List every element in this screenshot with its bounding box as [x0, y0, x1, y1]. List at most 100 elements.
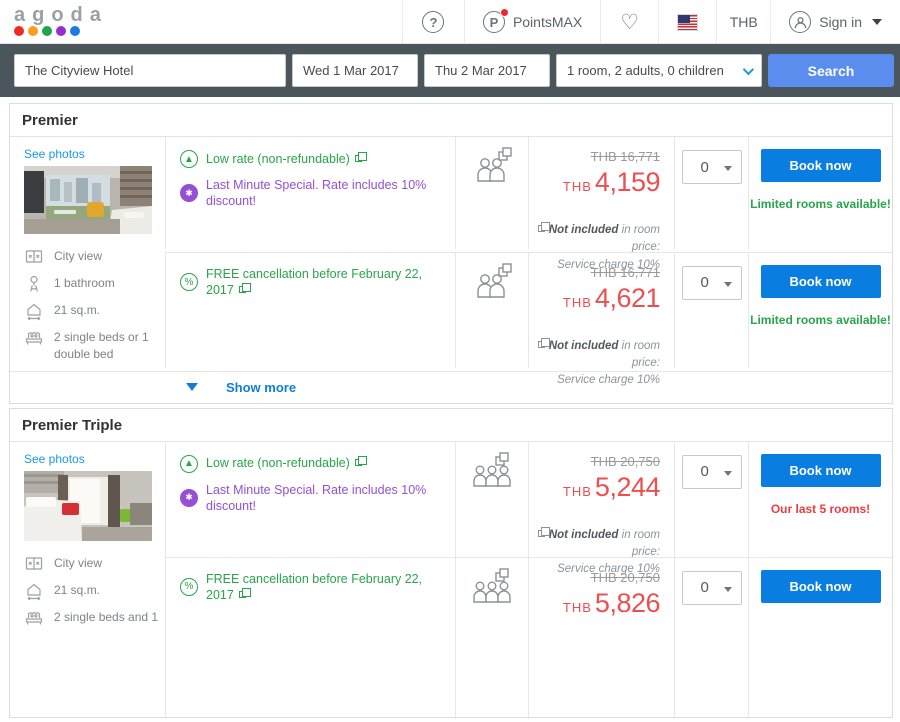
agoda-logo-dots [14, 26, 108, 36]
warning-icon: ▲ [180, 150, 198, 168]
signin-label: Sign in [819, 14, 862, 30]
signin-button[interactable]: Sign in [770, 0, 900, 44]
occupancy-3-adults-icon [469, 568, 515, 604]
room-quantity-select[interactable]: 0 [681, 570, 742, 605]
offer-features: % FREE cancellation before February 22, … [165, 556, 455, 717]
deal-last-minute: ✱ Last Minute Special. Rate includes 10%… [180, 177, 445, 210]
window-icon [24, 247, 44, 267]
room-quantity-select[interactable]: 0 [681, 150, 742, 184]
price-current: THB 5,826 [562, 587, 661, 618]
triangle-down-icon [186, 383, 198, 392]
price-cell: THB 16,771 THB 4,159 Not included in room… [528, 137, 674, 271]
popup-icon [354, 151, 367, 162]
pointsmax-button[interactable]: P PointsMAX [463, 0, 600, 44]
help-button[interactable]: ? [401, 0, 464, 44]
deal-free-cancellation[interactable]: % FREE cancellation before February 22, … [180, 266, 445, 299]
top-header: agoda ? P PointsMAX ♡ THB Sign [0, 0, 900, 44]
book-now-button[interactable]: Book now [760, 453, 881, 487]
price-cell: THB 16,771 THB 4,621 Not included in room… [528, 251, 674, 386]
pointsmax-icon: P [482, 8, 509, 33]
urgency-message: Limited rooms available! [750, 312, 891, 327]
fees-note: Not included in room price: Service char… [529, 526, 660, 579]
deal-low-rate[interactable]: ▲ Low rate (non-refundable) [180, 454, 445, 473]
help-icon: ? [422, 11, 445, 33]
popup-icon [537, 337, 550, 348]
header-nav: ? P PointsMAX ♡ THB Sign in [401, 0, 900, 44]
currency-label: THB [729, 14, 758, 30]
room-info-premier-triple: See photos City view 21 sq.m. 2 single b… [10, 442, 165, 717]
price-cell: THB 20,750 THB 5,244 Not included in room… [528, 441, 674, 575]
popup-icon [354, 456, 367, 467]
occupancy-select[interactable]: 1 room, 2 adults, 0 children [556, 54, 762, 87]
star-icon: ✱ [180, 184, 198, 203]
price-original: THB 16,771 [590, 264, 660, 280]
popup-icon [238, 283, 251, 294]
room-quantity-select[interactable]: 0 [681, 265, 742, 300]
room-type-title: Premier [10, 104, 892, 137]
popup-icon [238, 587, 251, 598]
pointsmax-label: PointsMAX [512, 14, 583, 30]
room-type-title: Premier Triple [10, 409, 892, 442]
quantity-cell: 0 [674, 441, 748, 557]
room-quantity-select[interactable]: 0 [681, 454, 742, 489]
amenity-list: City view 21 sq.m. 2 single beds and 1 [24, 555, 165, 628]
fees-note: Not included in room price: Service char… [529, 337, 660, 390]
room-section-premier: Premier See photos City view 1 bathroom [9, 103, 893, 404]
checkin-date-input[interactable] [292, 54, 418, 87]
heart-icon: ♡ [620, 10, 640, 34]
urgency-message: Our last 5 rooms! [770, 501, 871, 516]
deal-low-rate[interactable]: ▲ Low rate (non-refundable) [180, 150, 445, 168]
favorites-button[interactable]: ♡ [600, 0, 658, 44]
destination-input[interactable] [14, 54, 286, 87]
book-cell: Book now [748, 556, 892, 717]
chevron-down-icon [723, 166, 732, 171]
search-bar: 1 room, 2 adults, 0 children Search [0, 44, 900, 97]
occupancy-cell[interactable] [455, 556, 528, 717]
price-original: THB 16,771 [590, 149, 660, 164]
agoda-logo[interactable]: agoda [14, 5, 108, 36]
amenity-city-view: City view [24, 248, 164, 267]
book-now-button[interactable]: Book now [760, 264, 881, 298]
star-icon: ✱ [180, 488, 198, 507]
warning-icon: ▲ [180, 454, 198, 473]
currency-button[interactable]: THB [716, 0, 770, 44]
room-photo[interactable] [24, 166, 152, 234]
occupancy-cell[interactable] [455, 251, 528, 368]
room-info-premier: See photos City view 1 bathroom 21 sq.m. [10, 137, 165, 371]
occupancy-2-adults-icon [472, 147, 512, 183]
room-photo[interactable] [24, 471, 152, 541]
popup-icon [537, 222, 550, 232]
book-now-button[interactable]: Book now [760, 149, 881, 182]
price-current: THB 5,244 [562, 471, 661, 502]
book-cell: Book now Limited rooms available! [748, 251, 892, 368]
bed-icon [24, 328, 44, 348]
chevron-down-icon [872, 19, 882, 25]
price-current: THB 4,621 [562, 282, 661, 313]
show-more-button[interactable]: Show more [10, 370, 892, 403]
bed-icon [24, 608, 44, 628]
language-button[interactable] [658, 0, 716, 44]
window-icon [24, 554, 44, 574]
occupancy-cell[interactable] [455, 441, 528, 557]
occupancy-select-value: 1 room, 2 adults, 0 children [567, 63, 724, 78]
user-icon [789, 11, 812, 33]
book-now-button[interactable]: Book now [760, 569, 881, 603]
notification-dot [499, 8, 509, 17]
see-photos-link[interactable]: See photos [24, 451, 85, 466]
search-button[interactable]: Search [768, 54, 894, 87]
deal-free-cancellation[interactable]: % FREE cancellation before February 22, … [180, 571, 445, 604]
quantity-cell: 0 [674, 251, 748, 368]
area-icon [24, 301, 44, 321]
offer-features: ▲ Low rate (non-refundable) ✱ Last Minut… [165, 137, 455, 249]
chevron-down-icon [723, 586, 732, 592]
free-cancel-icon: % [180, 577, 198, 596]
room-section-premier-triple: Premier Triple See photos City view 21 s… [9, 407, 893, 718]
area-icon [24, 581, 44, 601]
checkout-date-input[interactable] [424, 54, 550, 87]
occupancy-cell[interactable] [455, 137, 528, 249]
chevron-down-icon [723, 281, 732, 287]
see-photos-link[interactable]: See photos [24, 147, 85, 161]
bathroom-icon [24, 274, 44, 294]
quantity-cell: 0 [674, 556, 748, 717]
popup-icon [537, 526, 550, 537]
